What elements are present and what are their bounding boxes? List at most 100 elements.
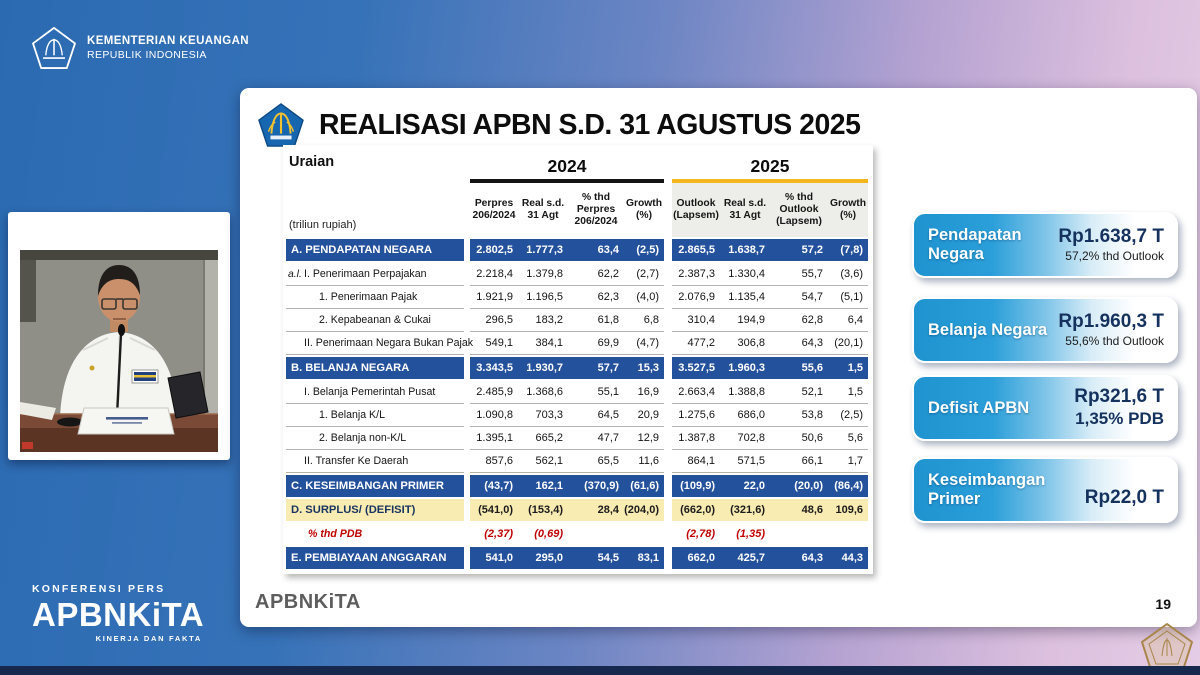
- speaker-video: [20, 250, 218, 452]
- row-value: 1.330,4: [720, 263, 770, 286]
- card-subvalue: 57,2% thd Outlook: [1065, 248, 1164, 263]
- row-value: 15,3: [624, 357, 664, 379]
- row-value: 20,9: [624, 404, 664, 427]
- row-value: 1.930,7: [518, 357, 568, 379]
- brand-event: KONFERENSI PERS: [32, 583, 166, 595]
- bottom-bar: [0, 666, 1200, 675]
- row-value: 296,5: [470, 309, 518, 332]
- column-header-uraian: Uraian: [289, 154, 335, 170]
- row-value: 1.638,7: [720, 239, 770, 261]
- row-value: 69,9: [568, 332, 624, 355]
- ministry-header: KEMENTERIAN KEUANGAN REPUBLIK INDONESIA: [32, 27, 249, 69]
- row-value: 702,8: [720, 427, 770, 450]
- ministry-country: REPUBLIK INDONESIA: [87, 49, 207, 61]
- row-value: [828, 523, 868, 545]
- column-gap: [664, 357, 672, 379]
- row-label-prefix: a.l.: [288, 268, 302, 280]
- row-value: [770, 523, 828, 545]
- subheader-outlook: Outlook (Lapsem): [672, 183, 720, 237]
- kemenkeu-logo-icon: [32, 27, 76, 69]
- table-row: 1. Penerimaan Pajak 1.921,9 1.196,5 62,3 (4,…: [286, 286, 870, 309]
- row-value: 857,6: [470, 450, 518, 473]
- row-value: (370,9): [568, 475, 624, 497]
- brand-tagline: KINERJA DAN FAKTA: [95, 634, 202, 643]
- row-value: 3.343,5: [470, 357, 518, 379]
- row-label: I. Belanja Pemerintah Pusat: [286, 381, 464, 404]
- row-label: 1. Belanja K/L: [286, 404, 464, 427]
- row-value: (662,0): [672, 499, 720, 521]
- row-value: 55,6: [770, 357, 828, 379]
- card-pendapatan-negara: Pendapatan Negara Rp1.638,7 T 57,2% thd …: [912, 212, 1178, 278]
- column-gap: [664, 499, 672, 521]
- phone: [57, 417, 83, 427]
- column-gap: [664, 263, 672, 286]
- row-value: 55,7: [770, 263, 828, 286]
- row-value: 53,8: [770, 404, 828, 427]
- row-value: 384,1: [518, 332, 568, 355]
- row-value: 1.921,9: [470, 286, 518, 309]
- row-value: 864,1: [672, 450, 720, 473]
- slide-footer-logo: APBNKiTA: [255, 591, 361, 613]
- speaker-video-frame: [8, 212, 230, 460]
- row-value: (204,0): [624, 499, 664, 521]
- papers: [20, 402, 56, 420]
- row-value: 1.368,6: [518, 381, 568, 404]
- row-value: 1,5: [828, 357, 868, 379]
- row-value: (43,7): [470, 475, 518, 497]
- row-value: [624, 523, 664, 545]
- row-value: 686,0: [720, 404, 770, 427]
- card-title: Pendapatan Negara: [928, 226, 1022, 263]
- row-value: 1.196,5: [518, 286, 568, 309]
- row-value: (4,7): [624, 332, 664, 355]
- row-value: (2,7): [624, 263, 664, 286]
- row-value: 64,3: [770, 547, 828, 569]
- column-gap: [664, 381, 672, 404]
- pentagon-ornament-icon: [1141, 623, 1193, 671]
- row-value: 541,0: [470, 547, 518, 569]
- row-value: (109,9): [672, 475, 720, 497]
- slide-header: REALISASI APBN S.D. 31 AGUSTUS 2025: [258, 101, 871, 149]
- page-number: 19: [1155, 596, 1171, 612]
- column-gap: [664, 286, 672, 309]
- card-value: Rp1.638,7 T: [1058, 226, 1164, 248]
- budget-table: Uraian (triliun rupiah) 2024 2025 Perpre…: [283, 145, 873, 574]
- row-label: 2. Kepabeanan & Cukai: [286, 309, 464, 332]
- row-value: 22,0: [720, 475, 770, 497]
- row-value: (20,1): [828, 332, 868, 355]
- row-value: 28,4: [568, 499, 624, 521]
- table-row: II. Transfer Ke Daerah 857,6 562,1 65,5 11,6…: [286, 450, 870, 473]
- row-value: 306,8: [720, 332, 770, 355]
- row-value: 48,6: [770, 499, 828, 521]
- row-value: 703,3: [518, 404, 568, 427]
- column-gap: [664, 404, 672, 427]
- year-header-2025: 2025: [672, 147, 868, 183]
- row-value: 64,5: [568, 404, 624, 427]
- ministry-text: KEMENTERIAN KEUANGAN REPUBLIK INDONESIA: [87, 35, 249, 61]
- row-value: (2,78): [686, 528, 715, 540]
- nameplate: [77, 407, 175, 435]
- card-title: Keseimbangan Primer: [928, 471, 1046, 508]
- row-label: % thd PDB: [308, 528, 363, 540]
- row-value: 62,3: [568, 286, 624, 309]
- column-gap: [664, 523, 672, 545]
- laptop: [167, 371, 209, 419]
- row-value: 2.663,4: [672, 381, 720, 404]
- table-row: B. BELANJA NEGARA 3.343,5 1.930,7 57,7 15,3 3…: [286, 357, 870, 379]
- row-value: 662,0: [672, 547, 720, 569]
- row-value: 665,2: [518, 427, 568, 450]
- row-value: (153,4): [518, 499, 568, 521]
- row-value: 6,8: [624, 309, 664, 332]
- row-value: (61,6): [624, 475, 664, 497]
- row-value: 16,9: [624, 381, 664, 404]
- row-value: 2.485,9: [470, 381, 518, 404]
- slide-title: REALISASI APBN S.D. 31 AGUSTUS 2025: [319, 108, 861, 141]
- row-value: 1.387,8: [672, 427, 720, 450]
- row-value: (2,5): [624, 239, 664, 261]
- row-value: [568, 523, 624, 545]
- row-value: 1.379,8: [518, 263, 568, 286]
- row-value: 83,1: [624, 547, 664, 569]
- table-row: 2. Kepabeanan & Cukai 296,5 183,2 61,8 6,8 31…: [286, 309, 870, 332]
- row-value: (5,1): [828, 286, 868, 309]
- kemenkeu-logo-icon: [258, 103, 304, 147]
